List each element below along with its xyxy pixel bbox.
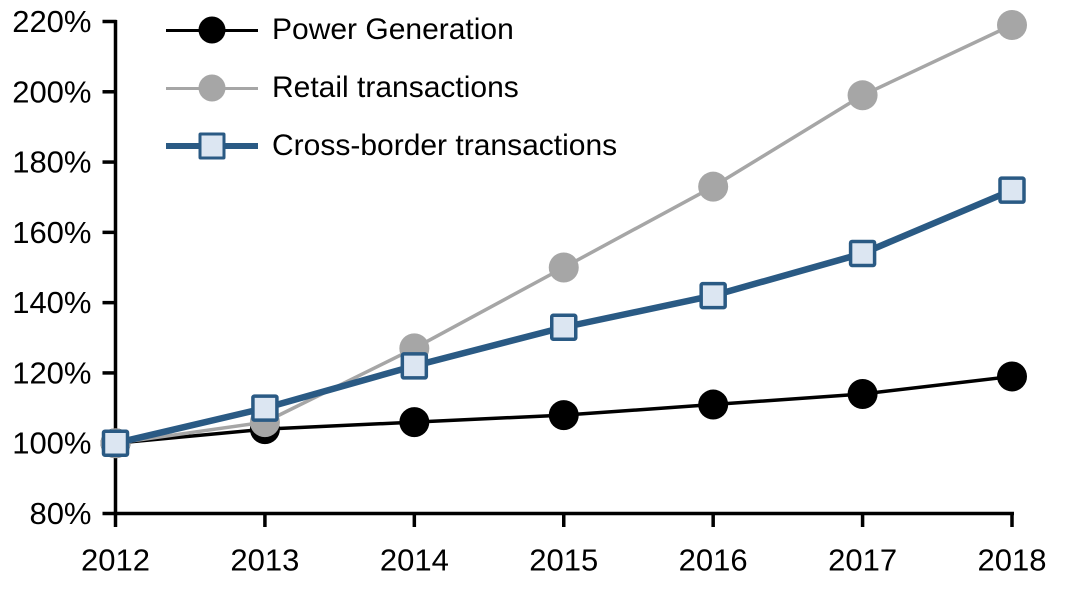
x-tick-label-2012: 2012 [81,543,150,578]
legend-item-retail-transactions: Retail transactions [166,59,617,117]
y-tick-label-180: 180% [12,145,91,180]
marker-power-generation-2018 [997,361,1027,392]
marker-cross-border-transactions-2017 [848,239,877,268]
y-tick-label-100: 100% [12,426,91,461]
marker-power-generation-2015 [548,400,579,431]
legend-item-cross-border-transactions: Cross-border transactions [166,117,617,175]
marker-cross-border-transactions-2016 [699,281,727,310]
marker-power-generation-2016 [698,389,729,420]
marker-cross-border-transactions-2012 [101,429,130,457]
legend: Power Generation Retail transactions Cro… [166,1,617,175]
legend-item-power-generation: Power Generation [166,1,617,59]
y-tick-label-80: 80% [29,496,91,531]
marker-retail-transactions-2017 [847,80,878,111]
y-tick-label-220: 220% [12,4,91,39]
x-tick-label-2018: 2018 [978,543,1047,578]
retail-transactions-marker-icon [166,73,258,103]
power-generation-marker-icon [166,15,258,45]
legend-label-cross-border-transactions: Cross-border transactions [272,129,618,162]
x-tick-label-2014: 2014 [380,543,449,578]
marker-retail-transactions-2018 [997,10,1027,41]
y-tick-label-120: 120% [12,355,91,390]
x-tick-label-2016: 2016 [679,543,748,578]
marker-retail-transactions-2015 [548,252,579,283]
x-tick-label-2015: 2015 [529,543,598,578]
x-tick-label-2017: 2017 [828,543,897,578]
x-tick-label-2013: 2013 [230,543,299,578]
legend-label-power-generation: Power Generation [272,13,514,46]
marker-power-generation-2014 [399,407,430,438]
marker-power-generation-2017 [847,379,878,410]
cross-border-transactions-marker-icon [166,131,258,161]
y-tick-label-140: 140% [12,285,91,320]
marker-cross-border-transactions-2018 [998,176,1026,204]
marker-retail-transactions-2016 [698,171,729,202]
marker-cross-border-transactions-2015 [550,313,578,341]
legend-label-retail-transactions: Retail transactions [272,71,519,104]
y-tick-label-160: 160% [12,215,91,250]
marker-cross-border-transactions-2014 [400,352,429,380]
marker-cross-border-transactions-2013 [251,394,279,422]
y-tick-label-200: 200% [12,74,91,109]
